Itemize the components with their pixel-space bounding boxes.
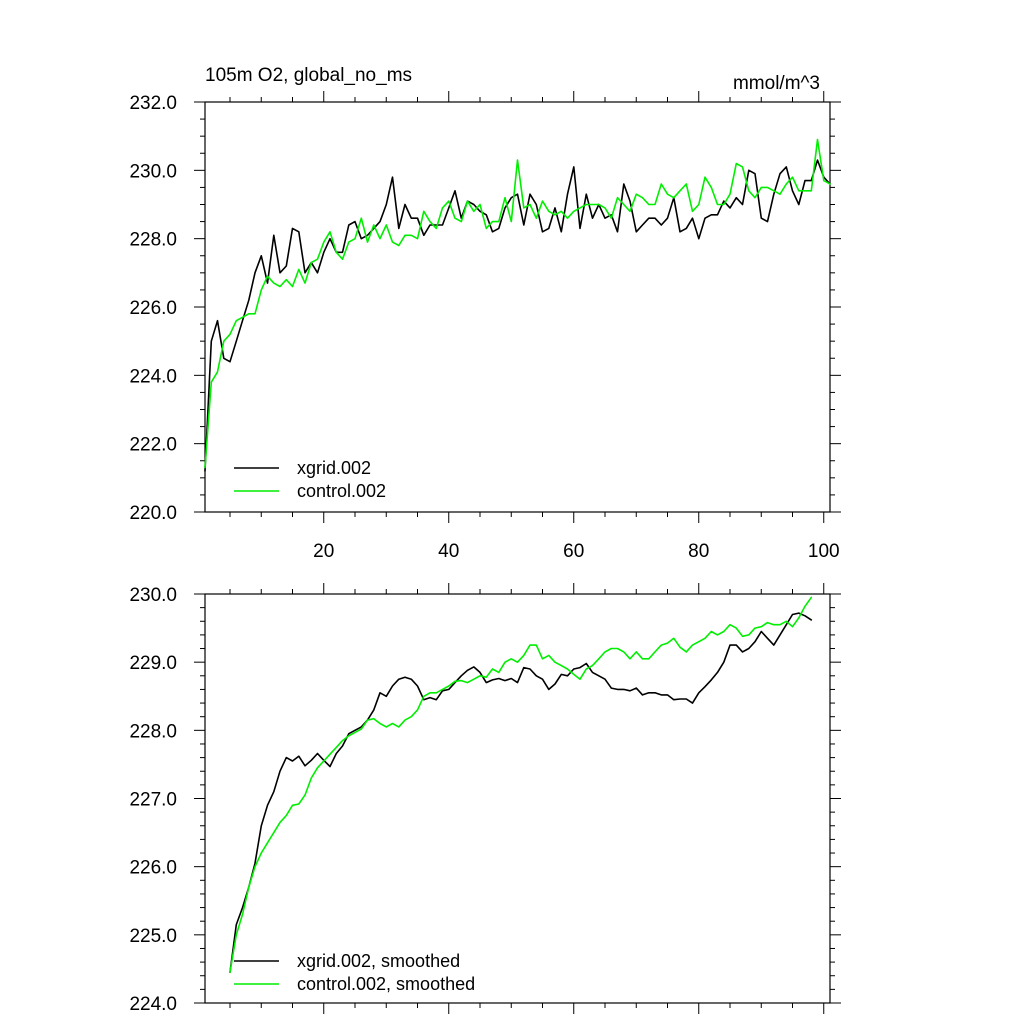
legend-label: control.002, smoothed: [297, 974, 475, 994]
top-panel: 20 40 60 80 100 220.0 222.0 224.0 226.0 228.0 230.…: [129, 65, 841, 562]
chart-title-left: 105m O2, global_no_ms: [205, 65, 412, 86]
chart-title-right: mmol/m^3: [733, 73, 820, 94]
y-tick-label: 232.0: [129, 93, 177, 114]
x-tick-label: 60: [563, 541, 584, 562]
x-tick-label: 80: [688, 541, 709, 562]
y-tick-label: 226.0: [129, 858, 177, 879]
y-tick-label: 227.0: [129, 790, 177, 811]
y-tick-label: 226.0: [129, 298, 177, 319]
y-tick-label: 224.0: [129, 366, 177, 387]
y-tick-label: 229.0: [129, 653, 177, 674]
y-tick-label: 230.0: [129, 161, 177, 182]
legend-label: xgrid.002: [297, 458, 371, 478]
y-tick-label: 228.0: [129, 721, 177, 742]
series-line-control: [229, 596, 813, 974]
y-tick-label: 230.0: [129, 585, 177, 606]
x-tick-label: 40: [438, 541, 459, 562]
y-tick-label: 225.0: [129, 926, 177, 947]
plot-frame: [204, 593, 831, 1004]
bottom-panel: 224.0 225.0 226.0 227.0 228.0 229.0 230.0 xgrid…: [129, 583, 841, 1015]
y-tick-label: 222.0: [129, 435, 177, 456]
legend-label: control.002: [297, 481, 386, 501]
y-tick-label: 228.0: [129, 230, 177, 251]
y-tick-label: 220.0: [129, 503, 177, 524]
legend-label: xgrid.002, smoothed: [297, 951, 460, 971]
y-tick-label: 224.0: [129, 994, 177, 1015]
series-line-xgrid: [204, 159, 831, 472]
series-line-control: [204, 138, 831, 469]
x-tick-label: 20: [313, 541, 334, 562]
series-line-xgrid: [229, 612, 813, 974]
x-tick-label: 100: [808, 541, 840, 562]
